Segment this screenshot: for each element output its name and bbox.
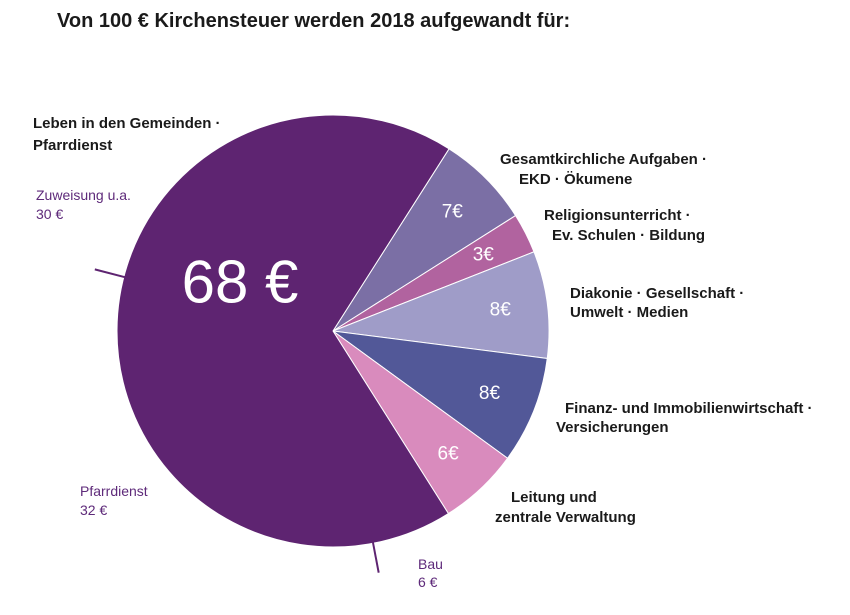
slice-value-diakonie: 8€ bbox=[490, 300, 512, 321]
slice-label-religion-line1: Religionsunterricht · bbox=[544, 207, 691, 224]
tick-pfarrdienst-bau bbox=[369, 529, 380, 573]
sub-label-pfarrdienst: Pfarrdienst bbox=[80, 483, 148, 499]
slice-label-finanz-line2: Versicherungen bbox=[556, 419, 669, 436]
slice-value-gesamtkirchlich: 7€ bbox=[442, 202, 464, 223]
slice-value-leitung: 6€ bbox=[438, 444, 460, 465]
slice-label-gesamtkirchlich-line2: EKD · Ökumene bbox=[519, 171, 633, 188]
slice-label-gemeinden-line2: Pfarrdienst bbox=[33, 137, 113, 154]
sub-label-zuweisung: Zuweisung u.a. bbox=[36, 187, 131, 203]
slice-label-gesamtkirchlich-line1: Gesamtkirchliche Aufgaben · bbox=[500, 151, 707, 168]
slice-label-leitung-line1: Leitung und bbox=[511, 489, 597, 506]
slice-value-gemeinden: 68 € bbox=[182, 249, 299, 316]
sub-label-bau: Bau bbox=[418, 556, 443, 572]
slice-value-finanz: 8€ bbox=[479, 383, 501, 404]
slice-label-leitung-line2: zentrale Verwaltung bbox=[495, 509, 636, 526]
slice-label-religion-line2: Ev. Schulen · Bildung bbox=[552, 227, 706, 244]
sub-value-zuweisung: 30 € bbox=[36, 206, 64, 222]
slice-label-diakonie-line2: Umwelt · Medien bbox=[570, 304, 689, 321]
slice-label-finanz-line1: Finanz- und Immobilienwirtschaft · bbox=[565, 400, 813, 417]
sub-value-bau: 6 € bbox=[418, 574, 438, 590]
slice-label-gemeinden-line1: Leben in den Gemeinden · bbox=[33, 115, 221, 132]
pie-slice-gemeinden bbox=[116, 114, 450, 548]
tick-zuweisung-pfarrdienst bbox=[94, 268, 138, 282]
pie-slice-finanz bbox=[332, 330, 548, 459]
slice-label-diakonie-line1: Diakonie · Gesellschaft · bbox=[570, 285, 745, 302]
chart-title: Von 100 € Kirchensteuer werden 2018 aufg… bbox=[57, 10, 571, 32]
slice-value-religion: 3€ bbox=[473, 244, 495, 265]
pie-slice-diakonie bbox=[332, 251, 550, 360]
sub-value-pfarrdienst: 32 € bbox=[80, 502, 108, 518]
